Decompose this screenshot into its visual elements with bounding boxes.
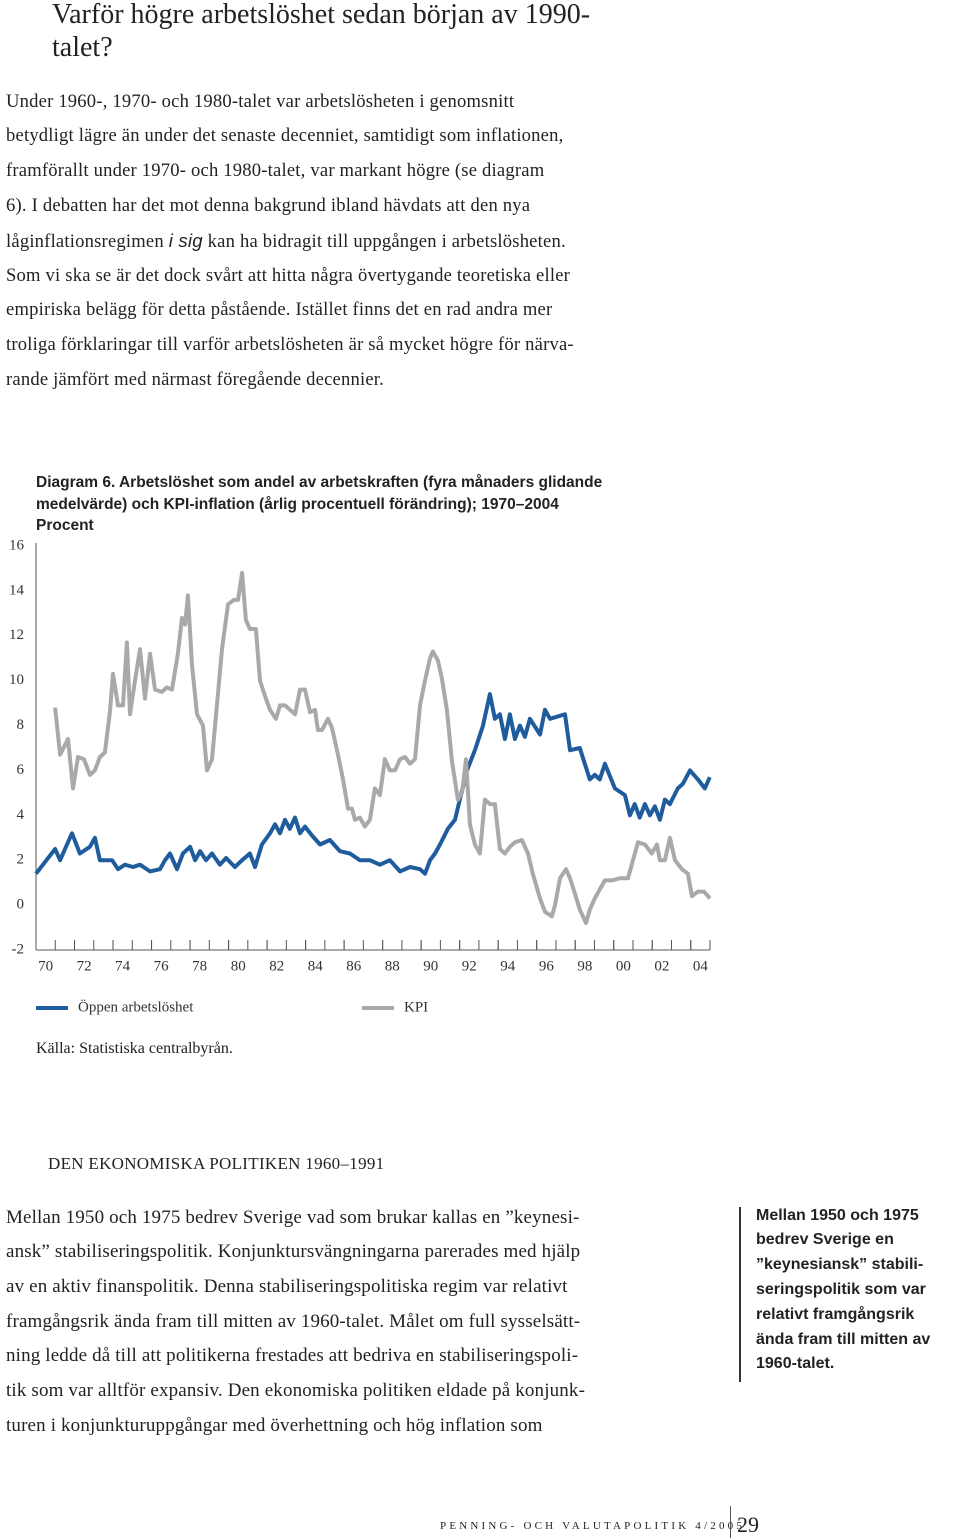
text-line: 6). I debatten har det mot denna bakgrun… [6, 195, 531, 216]
sidebar-rule [739, 1207, 741, 1382]
text-line: troliga förklaringar till varför arbetsl… [6, 334, 574, 356]
data-line [53, 570, 712, 926]
x-tick-label: 82 [269, 958, 284, 974]
x-tick-label: 90 [423, 958, 438, 974]
text-line: ning ledde då till att politikerna frest… [6, 1345, 579, 1367]
y-tick-label: 14 [9, 582, 25, 598]
x-tick-label: 84 [308, 958, 324, 974]
x-tick-label: 72 [77, 958, 92, 974]
text-line: ansk” stabiliseringspolitik. Konjunkturs… [6, 1241, 581, 1263]
chart-title-text: Diagram 6. Arbetslöshet som andel av arb… [36, 474, 603, 513]
page-number: 29 [737, 1512, 759, 1537]
y-tick-label: 4 [17, 807, 25, 823]
legend-label: Öppen arbetslöshet [78, 998, 194, 1015]
data-line [34, 692, 712, 876]
text-line: rande jämfört med närmast föregående dec… [6, 369, 384, 390]
legend-label: KPI [404, 999, 428, 1015]
text-line: ”keynesiansk” stabili- [756, 1256, 924, 1274]
text-line: Under 1960-, 1970- och 1980-talet var ar… [6, 90, 515, 112]
footer-publication: PENNING- OCH VALUTAPOLITIK 4/2005 [440, 1520, 746, 1532]
x-tick-label: 02 [654, 958, 669, 974]
y-tick-label: 8 [17, 717, 25, 733]
footer-rule [730, 1506, 731, 1538]
y-tick-label: 2 [17, 852, 25, 868]
section-heading: DEN EKONOMISKA POLITIKEN 1960–1991 [48, 1154, 385, 1173]
x-tick-label: 94 [500, 958, 516, 974]
x-tick-label: 76 [154, 958, 170, 974]
x-tick-label: 80 [231, 958, 246, 974]
x-tick-label: 98 [577, 958, 592, 974]
text-line: Varför högre arbetslöshet sedan början a… [52, 0, 591, 30]
y-tick-label: 16 [9, 537, 25, 553]
text-segment: i sig [168, 229, 203, 251]
text-line: relativt framgångsrik [756, 1305, 915, 1323]
text-line: Mellan 1950 och 1975 [756, 1206, 919, 1224]
x-tick-label: 96 [539, 958, 555, 974]
y-tick-label: 0 [17, 897, 25, 913]
text-line: Som vi ska se är det dock svårt att hitt… [6, 264, 571, 286]
y-tick-label: 6 [17, 762, 25, 778]
x-tick-label: 92 [462, 958, 477, 974]
x-tick-label: 86 [346, 958, 362, 974]
y-tick-label: 12 [9, 627, 24, 643]
text-line: betydligt lägre än under det senaste dec… [6, 125, 564, 147]
text-line: tik som var alltför expansiv. Den ekonom… [6, 1380, 586, 1402]
text-line: 1960-talet. [756, 1355, 835, 1373]
text-line: framgångsrik ända fram till mitten av 19… [6, 1310, 581, 1332]
text-line: ända fram till mitten av [756, 1330, 931, 1348]
text-line: framförallt under 1970- och 1980-talet, … [6, 160, 545, 182]
x-tick-label: 74 [115, 958, 131, 974]
text-line: av en aktiv finanspolitik. Denna stabili… [6, 1276, 568, 1298]
text-line: turen i konjunkturuppgångar med överhett… [6, 1414, 543, 1436]
x-tick-label: 88 [385, 958, 400, 974]
x-tick-label: 70 [38, 958, 53, 974]
text-segment: låginflationsregimen [6, 230, 169, 252]
text-line: låginflationsregimen i sig kan ha bidrag… [6, 224, 566, 260]
text-line: talet? [52, 31, 113, 63]
text-line: Mellan 1950 och 1975 bedrev Sverige vad … [6, 1206, 580, 1228]
x-tick-label: 78 [192, 958, 207, 974]
text-line: bedrev Sverige en [756, 1231, 894, 1249]
x-tick-label: 04 [693, 958, 709, 974]
text-line: empiriska belägg för detta påstående. Is… [6, 299, 553, 321]
chart-title: Diagram 6. Arbetslöshet som andel av arb… [36, 472, 676, 537]
x-tick-label: 00 [616, 958, 631, 974]
text-line: seringspolitik som var [756, 1281, 926, 1298]
y-tick-label: -2 [12, 941, 25, 957]
y-tick-label: 10 [9, 672, 24, 688]
y-axis-label: Procent [36, 517, 94, 534]
source-note: Källa: Statistiska centralbyrån. [36, 1040, 233, 1057]
text-segment: kan ha bidragit till uppgången i arbetsl… [202, 230, 566, 252]
